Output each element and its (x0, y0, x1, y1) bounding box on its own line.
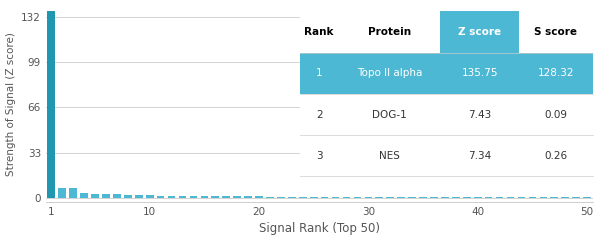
Bar (539, 197, 547, 198)
Bar (80, 193, 88, 198)
Bar (200, 196, 208, 198)
Bar (397, 197, 405, 198)
Bar (190, 196, 197, 198)
Bar (233, 196, 241, 198)
FancyBboxPatch shape (300, 12, 338, 53)
Bar (408, 197, 416, 198)
Bar (441, 197, 449, 198)
Bar (179, 196, 187, 198)
Text: S score: S score (535, 27, 577, 37)
Bar (507, 197, 514, 198)
FancyBboxPatch shape (300, 53, 593, 94)
Bar (452, 197, 460, 198)
Bar (266, 196, 274, 198)
Bar (583, 197, 591, 198)
Text: Z score: Z score (458, 27, 502, 37)
Bar (299, 197, 307, 198)
Bar (343, 197, 350, 198)
Text: Topo II alpha: Topo II alpha (356, 68, 422, 78)
Bar (102, 194, 110, 198)
Bar (353, 197, 361, 198)
Bar (146, 195, 154, 198)
Bar (485, 197, 493, 198)
FancyBboxPatch shape (520, 12, 593, 53)
Bar (58, 188, 66, 198)
Text: 0.09: 0.09 (544, 110, 568, 120)
Bar (244, 196, 252, 198)
FancyBboxPatch shape (338, 12, 440, 53)
Bar (386, 197, 394, 198)
Bar (562, 197, 569, 198)
Bar (288, 197, 296, 198)
Bar (310, 197, 317, 198)
Bar (168, 196, 175, 198)
Bar (529, 197, 536, 198)
Bar (211, 196, 219, 198)
Bar (474, 197, 482, 198)
Bar (365, 197, 372, 198)
Bar (572, 197, 580, 198)
Bar (113, 194, 121, 198)
Bar (70, 188, 77, 198)
Bar (124, 195, 131, 198)
Bar (332, 197, 340, 198)
FancyBboxPatch shape (440, 12, 520, 53)
Bar (277, 197, 285, 198)
Text: 7.43: 7.43 (469, 110, 491, 120)
Bar (550, 197, 558, 198)
Text: NES: NES (379, 151, 400, 161)
FancyBboxPatch shape (300, 94, 593, 135)
Text: 3: 3 (316, 151, 322, 161)
Bar (47, 11, 55, 198)
Text: 128.32: 128.32 (538, 68, 574, 78)
Text: 2: 2 (316, 110, 322, 120)
X-axis label: Signal Rank (Top 50): Signal Rank (Top 50) (259, 222, 380, 235)
Bar (518, 197, 525, 198)
Text: 135.75: 135.75 (461, 68, 498, 78)
Text: DOG-1: DOG-1 (372, 110, 407, 120)
Text: Rank: Rank (304, 27, 334, 37)
Bar (157, 195, 164, 198)
Bar (496, 197, 503, 198)
Bar (463, 197, 470, 198)
Bar (430, 197, 438, 198)
Bar (376, 197, 383, 198)
Bar (91, 194, 99, 198)
Text: 0.26: 0.26 (544, 151, 568, 161)
Bar (135, 195, 143, 198)
Bar (321, 197, 328, 198)
Text: 1: 1 (316, 68, 322, 78)
Y-axis label: Strength of Signal (Z score): Strength of Signal (Z score) (5, 32, 16, 176)
Bar (419, 197, 427, 198)
Text: Protein: Protein (368, 27, 411, 37)
Bar (223, 196, 230, 198)
FancyBboxPatch shape (300, 135, 593, 176)
Bar (255, 196, 263, 198)
Text: 7.34: 7.34 (469, 151, 491, 161)
